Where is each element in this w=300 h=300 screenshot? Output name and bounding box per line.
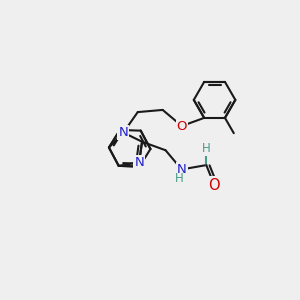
Text: H: H (202, 142, 211, 155)
Text: N: N (177, 163, 187, 176)
Text: O: O (208, 178, 220, 193)
Text: O: O (177, 119, 187, 133)
Text: N: N (118, 126, 128, 139)
Text: N: N (134, 156, 144, 169)
Text: H: H (175, 172, 184, 185)
